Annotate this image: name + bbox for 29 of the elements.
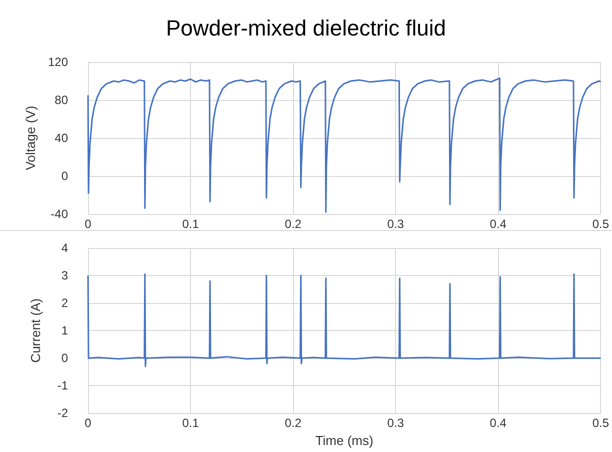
y-tick-label: 3 — [61, 268, 68, 283]
y-tick-label: 0 — [61, 351, 68, 366]
x-tick-label: 0.1 — [182, 217, 200, 231]
x-tick-label: 0.3 — [387, 217, 404, 231]
x-tick-label: 0.2 — [284, 217, 302, 231]
x-tick-label: 0.4 — [490, 217, 507, 231]
y-tick-label: 1 — [61, 324, 68, 338]
x-tick-label: 0.2 — [284, 416, 302, 430]
x-tick-label: 0.5 — [592, 416, 610, 430]
y-tick-label: 4 — [61, 241, 68, 255]
x-tick-label: 0.1 — [182, 416, 200, 430]
y-tick-label: -2 — [57, 406, 68, 420]
x-axis-title: Time (ms) — [315, 433, 374, 448]
y-tick-label: 2 — [61, 296, 68, 310]
x-tick-label: 0 — [84, 217, 92, 231]
x-tick-label: 0.4 — [490, 416, 507, 430]
y-tick-label: 120 — [48, 55, 68, 69]
y-tick-label: 0 — [61, 169, 68, 183]
x-tick-label: 0 — [84, 416, 92, 430]
y-tick-label: 80 — [54, 93, 68, 107]
y-tick-label: -40 — [50, 207, 68, 221]
y-tick-label: -1 — [57, 378, 68, 393]
y-axis-title: Current (A) — [28, 298, 43, 363]
y-tick-label: 40 — [54, 131, 68, 145]
y-axis-title: Voltage (V) — [23, 106, 38, 170]
x-tick-label: 0.3 — [387, 416, 404, 430]
line-series — [87, 273, 602, 368]
x-tick-label: 0.5 — [592, 217, 610, 231]
chart-title: Powder-mixed dielectric fluid — [166, 16, 446, 40]
